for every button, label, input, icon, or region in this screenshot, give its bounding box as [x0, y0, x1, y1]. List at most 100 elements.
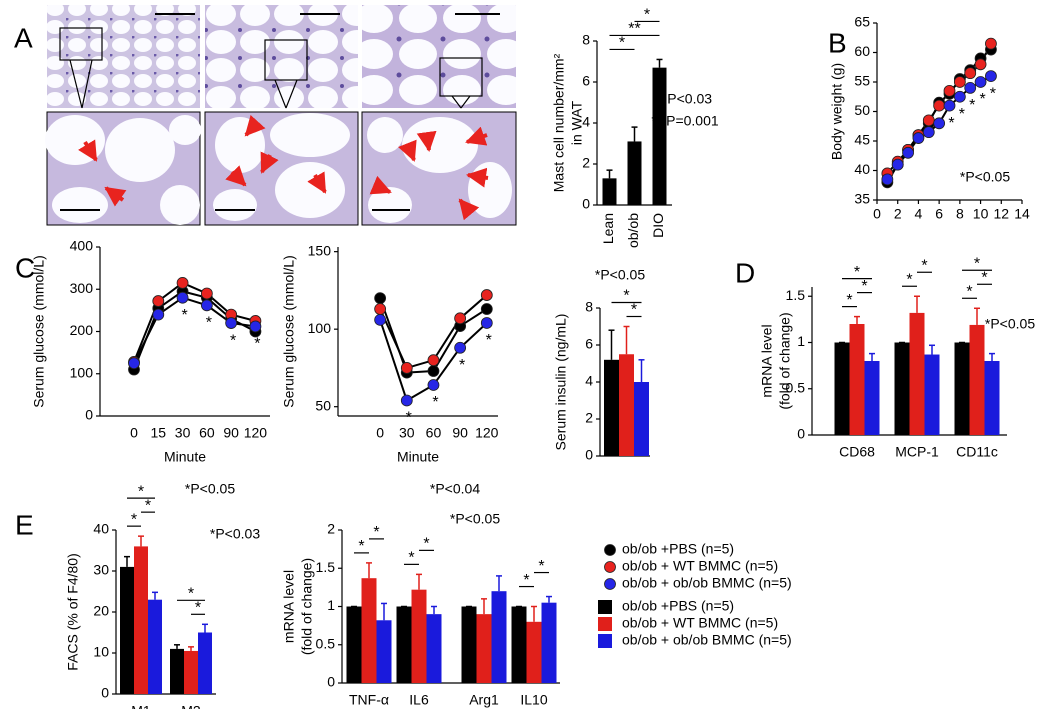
point [480, 303, 493, 315]
bar [346, 606, 362, 683]
bar [894, 342, 910, 435]
legend-marker [604, 561, 616, 573]
x-tick-label: 30 [175, 425, 191, 441]
x-tick-label: 12 [993, 206, 1009, 222]
significance-label: * [254, 336, 260, 353]
legend-label: ob/ob +PBS (n=5) [622, 598, 734, 614]
bar [924, 354, 940, 435]
x-tick-label: IL10 [520, 692, 547, 708]
y-axis-label: Body weight (g) [829, 63, 845, 160]
x-tick-label: 2 [894, 206, 902, 222]
x-tick-label: 60 [199, 425, 215, 441]
significance-label: * [861, 278, 867, 295]
significance-label: * [969, 97, 975, 114]
y-axis-label: in WAT [569, 100, 585, 145]
annotation: *P<0.03 [210, 526, 260, 542]
x-tick-label: 90 [223, 425, 239, 441]
y-tick-label: 400 [70, 238, 94, 254]
point [881, 173, 894, 186]
bar [864, 361, 880, 435]
legend-label: ob/ob +PBS (n=5) [622, 541, 734, 557]
point [427, 379, 440, 391]
bar [619, 354, 634, 456]
x-tick-label: CD11c [956, 444, 998, 460]
y-tick-label: 150 [308, 242, 332, 258]
y-tick-label: 65 [854, 14, 870, 30]
point [374, 303, 387, 315]
point [943, 99, 956, 112]
micrograph [47, 5, 200, 108]
bar [602, 178, 617, 205]
significance-label: * [538, 558, 544, 575]
point [943, 84, 956, 97]
bar [969, 324, 985, 435]
bar [134, 546, 148, 694]
point [891, 158, 904, 171]
point [974, 76, 987, 88]
panel-label: D [735, 257, 755, 288]
y-tick-label: 55 [854, 73, 870, 89]
y-axis-label: Serum glucose (mmol/L) [281, 255, 297, 408]
line [133, 290, 256, 370]
x-tick-label: 0 [376, 425, 384, 441]
y-tick-label: 40 [854, 161, 870, 177]
bar [361, 578, 377, 683]
point [249, 320, 262, 333]
micrograph [362, 5, 516, 108]
y-axis-label: Mast cell number/mm² [551, 53, 567, 192]
point [200, 299, 213, 312]
y-tick-label: 1 [327, 597, 335, 613]
significance-label: * [979, 91, 985, 108]
bar [634, 382, 649, 456]
annotation: *P<0.05 [960, 169, 1010, 185]
bar [849, 324, 865, 435]
x-tick-label: M1 [131, 703, 151, 709]
annotation: ** P=0.001 [651, 113, 719, 129]
significance-label: * [959, 106, 965, 123]
significance-label: * [921, 257, 927, 274]
y-axis-label: FACS (% of F4/80) [65, 553, 81, 670]
x-axis-label: Minute [397, 449, 439, 465]
y-tick-label: 2 [582, 155, 590, 171]
bar [461, 606, 477, 683]
y-tick-label: 2 [585, 410, 593, 426]
y-axis-label: (fold of change) [777, 312, 793, 409]
x-tick-label: 90 [452, 425, 468, 441]
significance-label: * [631, 302, 637, 319]
significance-label: * [358, 538, 364, 555]
y-tick-label: 0.5 [316, 635, 336, 651]
y-tick-label: 100 [70, 364, 94, 380]
point [427, 354, 440, 367]
point [985, 70, 997, 82]
bar [148, 599, 162, 694]
significance-label: * [230, 332, 236, 349]
bar [411, 589, 427, 683]
significance-label: * [206, 315, 212, 332]
bar [396, 606, 412, 683]
x-tick-label: 6 [935, 206, 943, 222]
point [922, 114, 935, 127]
bar [954, 342, 970, 435]
x-tick-label: Arg1 [469, 692, 499, 708]
y-tick-label: 0 [797, 426, 805, 442]
cells [45, 113, 512, 225]
point [128, 357, 140, 370]
point [225, 317, 238, 329]
legend-label: ob/ob + WT BMMC (n=5) [622, 615, 778, 631]
x-tick-label: M2 [181, 703, 201, 709]
y-axis-label: Serum glucose (mmol/L) [31, 255, 47, 408]
significance-label: ** [628, 21, 640, 38]
x-tick-label: 8 [956, 206, 964, 222]
significance-label: * [846, 292, 852, 309]
significance-label: * [981, 269, 987, 286]
significance-label: * [131, 511, 137, 528]
point [953, 76, 966, 88]
point [912, 132, 925, 144]
annotation: *P<0.05 [595, 267, 645, 283]
point [176, 291, 189, 304]
y-tick-label: 8 [585, 299, 593, 315]
y-tick-label: 4 [582, 114, 590, 130]
bar [511, 606, 527, 683]
y-axis-label: mRNA level [759, 324, 775, 397]
legend-marker [604, 544, 616, 556]
